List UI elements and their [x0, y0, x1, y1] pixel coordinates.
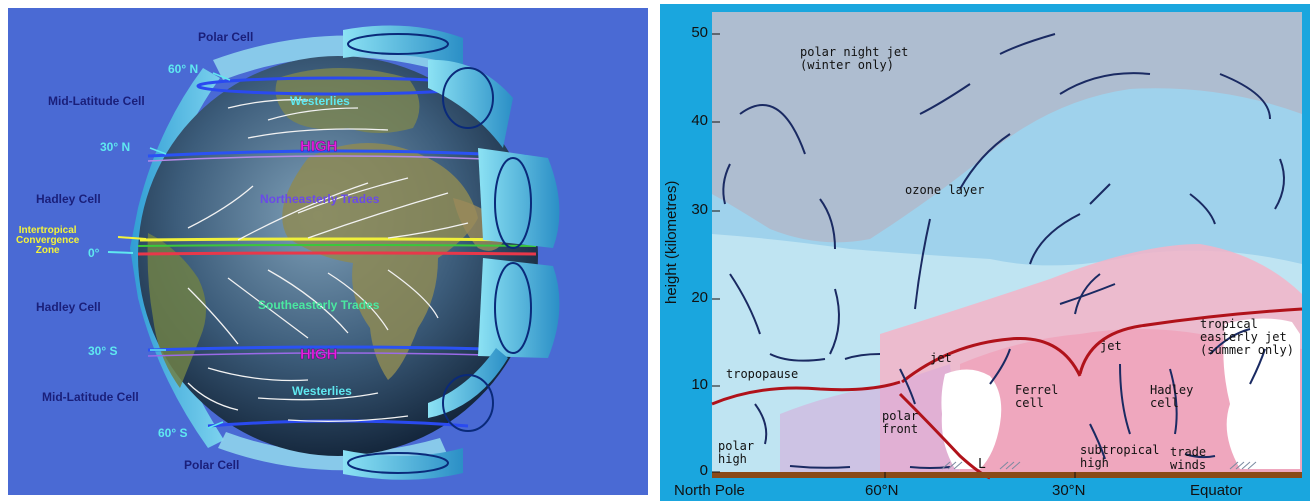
y-tick-50: 50: [691, 24, 708, 41]
equator-line: [137, 251, 537, 256]
lat-line-30s-violet: [147, 352, 527, 357]
atmospheric-cross-section-panel: height (kilometres) 50 40 30 20 10 0 Nor…: [660, 4, 1310, 501]
label-se-trades: Southeasterly Trades: [258, 298, 380, 312]
green-line: [137, 244, 537, 247]
wind-arrows: [187, 99, 469, 422]
label-ozone-layer: ozone layer: [905, 183, 985, 197]
x-label-60n: 60°N: [865, 482, 899, 499]
label-ferrel-cell: Ferrel cell: [1015, 383, 1059, 410]
label-polar-high: polar high: [718, 439, 755, 466]
label-hadley-cell: Hadley cell: [1150, 383, 1194, 410]
label-equator: 0°: [88, 246, 100, 260]
label-polar-cell-top: Polar Cell: [198, 30, 254, 44]
y-tick-20: 20: [691, 289, 708, 306]
label-30n: 30° N: [100, 140, 131, 154]
axis-ticks: [712, 33, 1076, 478]
cloud-left: [941, 369, 1002, 469]
midlat-pink: [780, 364, 960, 478]
cell-rolls-right: [343, 25, 560, 480]
label-high-south: HIGH: [300, 346, 338, 363]
label-trade-winds: trade winds: [1170, 445, 1207, 472]
itcz-pointer: [117, 236, 147, 240]
x-label-equator: Equator: [1190, 482, 1243, 499]
latitude-pointers: [149, 72, 231, 429]
label-mid-lat-cell-bottom: Mid-Latitude Cell: [42, 390, 139, 404]
tropical-pink-deep: [960, 329, 1302, 478]
lat-line-30s: [147, 345, 527, 352]
label-westerlies-south: Westerlies: [292, 384, 352, 398]
label-low: L: [978, 457, 986, 472]
label-jet-left: jet: [930, 351, 952, 365]
y-tick-10: 10: [691, 376, 708, 393]
label-polar-cell-bottom: Polar Cell: [184, 458, 240, 472]
ozone-band: [712, 12, 1302, 243]
x-label-north-pole: North Pole: [674, 482, 745, 499]
label-hadley-cell-top: Hadley Cell: [36, 192, 101, 206]
label-polar-front: polar front: [882, 409, 919, 436]
ground: [712, 472, 1302, 478]
label-tropopause: tropopause: [726, 367, 799, 381]
circulation-arrows: [722, 33, 1285, 469]
label-itcz: Intertropical Convergence Zone: [16, 225, 80, 256]
label-jet-right: jet: [1100, 339, 1122, 353]
label-tropical-easterly-jet: tropical easterly jet (summer only): [1200, 317, 1294, 357]
cell-band-left: [130, 68, 224, 448]
y-tick-0: 0: [699, 462, 708, 479]
label-high-north: HIGH: [300, 138, 338, 155]
label-30s: 30° S: [88, 344, 118, 358]
cloud-right: [1223, 318, 1300, 469]
label-60n: 60° N: [168, 62, 199, 76]
x-label-30n: 30°N: [1052, 482, 1086, 499]
label-westerlies-north: Westerlies: [290, 94, 350, 108]
y-axis-label: height (kilometres): [663, 180, 680, 304]
equator-pointer: [107, 251, 134, 254]
y-tick-30: 30: [691, 201, 708, 218]
label-60s: 60° S: [158, 426, 188, 440]
globe-illustration: [107, 25, 560, 480]
global-circulation-globe-panel: Polar Cell 60° N Mid-Latitude Cell 30° N…: [8, 8, 648, 495]
lat-line-30n: [147, 149, 527, 158]
africa-shape: [282, 143, 478, 380]
europe-shape: [275, 68, 420, 133]
label-mid-lat-cell-top: Mid-Latitude Cell: [48, 94, 145, 108]
lat-line-30n-violet: [147, 155, 527, 162]
hatch-marks: [941, 461, 1257, 470]
label-hadley-cell-bottom: Hadley Cell: [36, 300, 101, 314]
y-tick-40: 40: [691, 112, 708, 129]
label-polar-night-jet: polar night jet (winter only): [800, 45, 909, 72]
itcz-line: [139, 237, 537, 242]
cross-section-diagram: [660, 4, 1310, 501]
label-subtropical-high: subtropical high: [1080, 443, 1160, 470]
label-ne-trades: Northeasterly Trades: [260, 192, 380, 206]
